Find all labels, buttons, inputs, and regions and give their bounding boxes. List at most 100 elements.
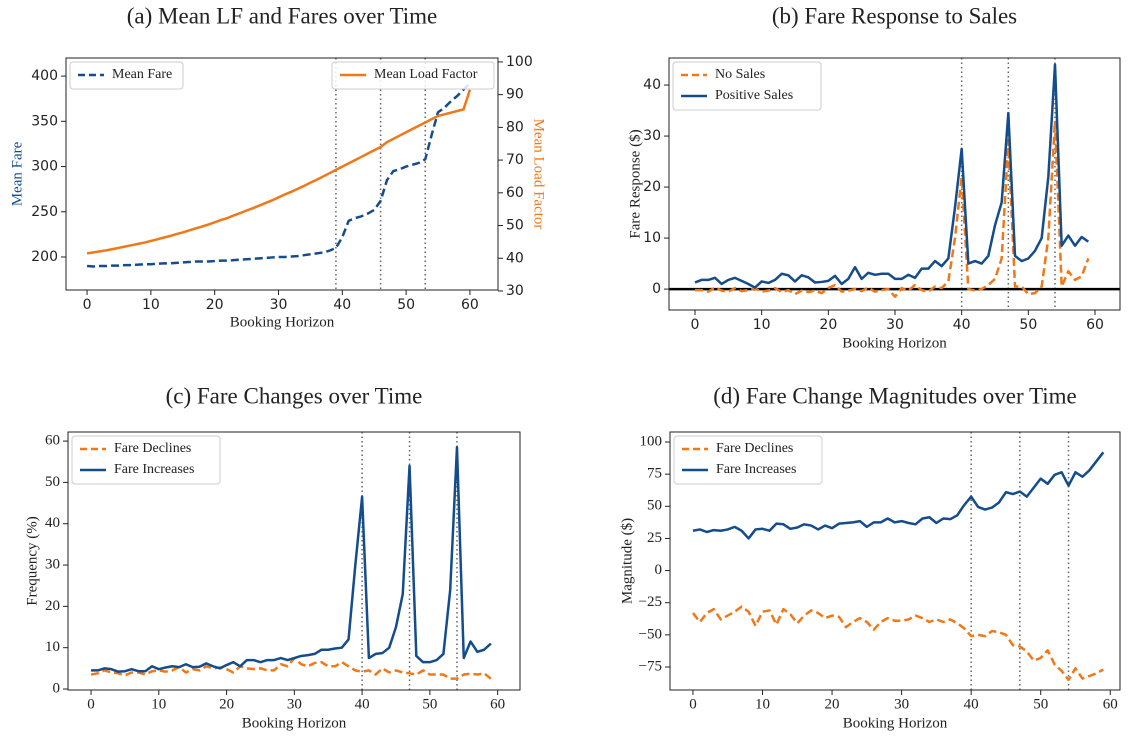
legend-label: Fare Increases (716, 462, 796, 477)
x-tick-label: 10 (755, 696, 770, 712)
x-tick-label: 0 (83, 297, 92, 313)
x-tick-label: 40 (953, 317, 971, 333)
y-tick-label: 40 (643, 77, 661, 93)
x-tick-label: 20 (219, 696, 234, 712)
y2-axis-label: Mean Load Factor (531, 119, 547, 230)
legend-label: Mean Fare (112, 67, 172, 82)
y-axis-label: Frequency (%) (24, 516, 40, 606)
series-line (694, 63, 1090, 289)
x-tick-label: 20 (206, 297, 224, 313)
x-tick-label: 60 (1086, 317, 1104, 333)
series-line (86, 89, 472, 255)
x-tick-label: 10 (142, 297, 160, 313)
y-tick-label: 0 (655, 562, 663, 578)
series-line (90, 656, 492, 680)
plot-frame (65, 57, 499, 291)
x-tick-label: 60 (490, 696, 505, 712)
y-tick-label: 25 (647, 530, 662, 546)
legend-label: Positive Sales (715, 88, 793, 103)
x-tick-label: 20 (819, 317, 837, 333)
y2-tick-label: 100 (506, 54, 533, 70)
y-tick-label: −50 (639, 626, 662, 642)
y-tick-label: 60 (45, 433, 60, 449)
series-line (86, 82, 471, 268)
x-tick-label: 50 (422, 696, 437, 712)
chart-title: (d) Fare Change Magnitudes over Time (713, 383, 1076, 408)
x-tick-label: 60 (461, 297, 479, 313)
x-axis-label: Booking Horizon (242, 715, 347, 731)
y-tick-label: 50 (647, 498, 662, 514)
series-line (692, 451, 1105, 540)
y-tick-label: 100 (640, 433, 663, 449)
x-tick-label: 30 (270, 297, 288, 313)
y2-tick-label: 40 (506, 250, 524, 266)
plot-frame (669, 431, 1121, 691)
legend (71, 435, 221, 485)
x-axis-label: Booking Horizon (842, 335, 947, 351)
x-tick-label: 10 (151, 696, 166, 712)
x-tick-label: 10 (753, 317, 771, 333)
y2-tick-label: 80 (506, 119, 524, 135)
x-tick-label: 30 (886, 317, 904, 333)
x-tick-label: 30 (287, 696, 302, 712)
x-tick-label: 50 (1033, 696, 1048, 712)
y-tick-label: −75 (639, 658, 662, 674)
x-tick-label: 50 (397, 297, 415, 313)
x-tick-label: 0 (87, 696, 95, 712)
plot-frame (668, 57, 1121, 311)
y-tick-label: 350 (31, 113, 58, 129)
y-tick-label: 75 (647, 466, 662, 482)
plot-frame (67, 431, 521, 691)
y2-tick-label: 70 (506, 152, 524, 168)
x-tick-label: 0 (691, 317, 700, 333)
y-tick-label: −25 (639, 594, 662, 610)
y-tick-label: 20 (45, 598, 60, 614)
y-tick-label: 300 (31, 159, 58, 175)
legend-label: Fare Declines (114, 441, 191, 456)
y-axis-label: Mean Fare (9, 141, 25, 206)
legend (331, 61, 495, 90)
y2-tick-label: 90 (506, 87, 524, 103)
x-tick-label: 60 (1103, 696, 1118, 712)
y2-tick-label: 30 (506, 283, 524, 299)
legend (673, 435, 823, 485)
y-tick-label: 10 (45, 639, 60, 655)
chart-title: (a) Mean LF and Fares over Time (127, 3, 437, 28)
y-axis-label: Magnitude ($) (619, 518, 635, 604)
legend (69, 61, 184, 90)
y-tick-label: 200 (31, 249, 58, 265)
y2-tick-label: 60 (506, 185, 524, 201)
legend (672, 61, 822, 111)
legend-label: No Sales (715, 67, 765, 82)
y-axis-label: Fare Response ($) (627, 129, 643, 238)
x-tick-label: 50 (1019, 317, 1037, 333)
y-tick-label: 0 (53, 680, 61, 696)
x-tick-label: 40 (355, 696, 370, 712)
x-tick-label: 40 (964, 696, 979, 712)
y2-tick-label: 50 (506, 218, 524, 234)
x-tick-label: 20 (825, 696, 840, 712)
y-tick-label: 400 (31, 68, 58, 84)
x-axis-label: Booking Horizon (230, 314, 335, 330)
chart-title: (b) Fare Response to Sales (772, 3, 1017, 28)
x-axis-label: Booking Horizon (843, 715, 948, 731)
y-tick-label: 50 (45, 474, 60, 490)
x-tick-label: 0 (689, 696, 697, 712)
chart-title: (c) Fare Changes over Time (166, 383, 423, 408)
legend-label: Mean Load Factor (374, 67, 478, 82)
x-tick-label: 40 (333, 297, 351, 313)
legend-label: Fare Increases (114, 462, 194, 477)
legend-label: Fare Declines (716, 441, 793, 456)
x-tick-label: 30 (894, 696, 909, 712)
y-tick-label: 40 (45, 515, 60, 531)
y-tick-label: 20 (643, 179, 661, 195)
series-line (691, 605, 1104, 682)
y-tick-label: 250 (31, 204, 58, 220)
y-tick-label: 10 (643, 230, 661, 246)
y-tick-label: 30 (643, 128, 661, 144)
y-tick-label: 30 (45, 556, 60, 572)
series-line (695, 119, 1090, 298)
y-tick-label: 0 (652, 281, 661, 297)
series-line (91, 446, 492, 673)
